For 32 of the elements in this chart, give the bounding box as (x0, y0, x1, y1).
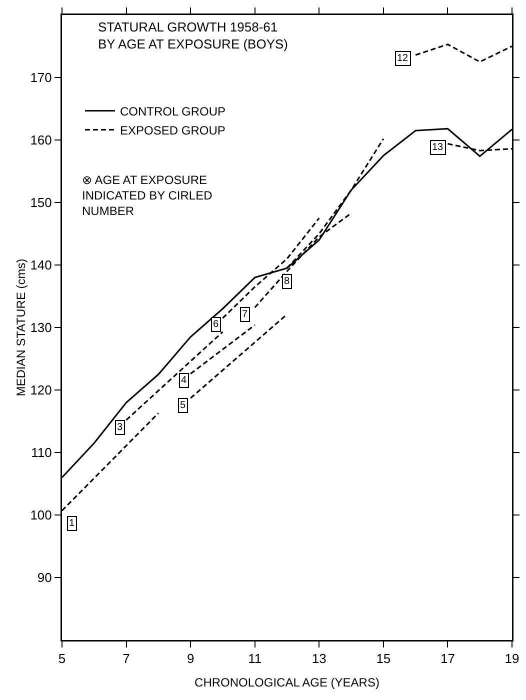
annotation: 7 (242, 309, 248, 320)
y-tick-label: 150 (30, 195, 52, 210)
y-tick-label: 110 (31, 445, 52, 460)
y-tick-label: 100 (30, 508, 52, 523)
y-tick-label: 160 (30, 132, 52, 148)
y-tick-label: 140 (30, 258, 52, 273)
x-tick-label: 19 (504, 651, 520, 666)
x-tick-label: 17 (440, 651, 455, 666)
x-tick-label: 15 (376, 651, 391, 666)
x-tick-label: 9 (186, 651, 194, 666)
x-tick-label: 7 (122, 651, 130, 666)
annotation: 8 (284, 276, 290, 287)
y-tick-label: 90 (37, 570, 52, 586)
annotation: 5 (180, 400, 186, 411)
annotation: 13 (432, 142, 444, 153)
x-tick-label: 11 (248, 651, 262, 666)
annotation: 4 (181, 375, 187, 386)
x-tick-label: 5 (58, 651, 66, 666)
annotation: 6 (213, 319, 219, 330)
x-tick-label: 13 (312, 651, 326, 666)
legend-label: EXPOSED GROUP (120, 123, 226, 138)
annotation: 12 (397, 53, 409, 64)
text: STATURAL GROWTH 1958-61 BY AGE AT EXPOSURE (BOYS) (98, 20, 288, 52)
annotation: 1 (69, 518, 75, 529)
annotation: ⊗ AGE AT EXPOSURE INDICATED BY CIRLED NUMBER (82, 173, 213, 218)
x-axis-title: CHRONOLOGICAL AGE (YEARS) (194, 676, 380, 690)
annotation: 3 (117, 422, 123, 433)
y-tick-label: 120 (30, 382, 52, 398)
y-tick-label: 170 (30, 70, 52, 86)
legend-label: CONTROL GROUP (120, 104, 226, 118)
y-tick-label: 130 (30, 320, 52, 336)
y-axis-title: MEDIAN STATURE (cms) (14, 258, 28, 396)
